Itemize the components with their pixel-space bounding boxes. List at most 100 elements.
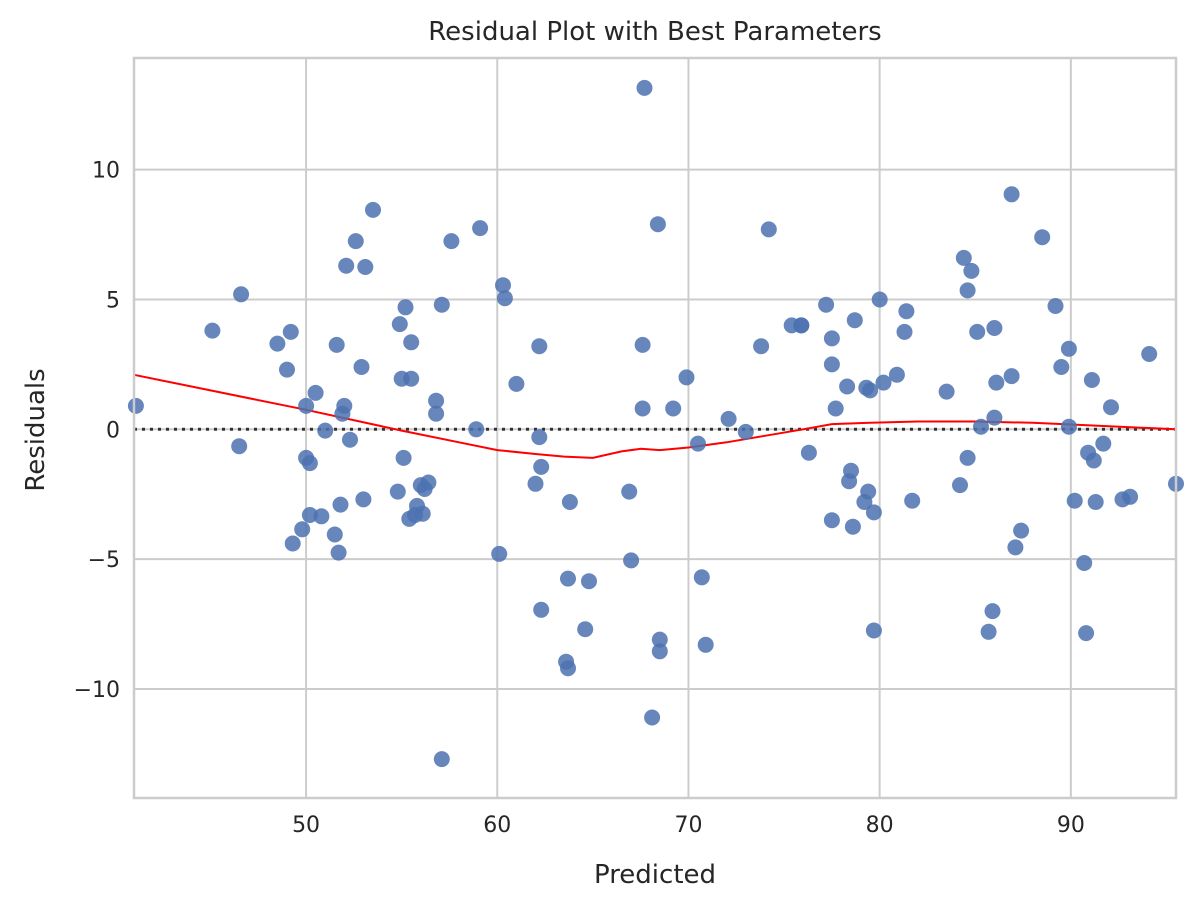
residual-point (294, 521, 311, 538)
residual-point (644, 709, 661, 726)
y-tick-label: −10 (74, 678, 120, 703)
residual-point (1083, 372, 1100, 388)
residual-point (678, 369, 695, 386)
residual-point (397, 299, 414, 316)
residual-point (623, 552, 640, 569)
residual-point (577, 621, 594, 638)
residual-point (1053, 359, 1070, 375)
residual-point (871, 291, 888, 308)
residual-point (433, 296, 450, 313)
residual-point (1003, 368, 1020, 385)
residual-point (560, 570, 576, 587)
residual-point (355, 491, 372, 508)
residual-point (737, 423, 754, 440)
residual-point (963, 262, 980, 279)
residual-point (862, 382, 879, 399)
x-tick-label: 60 (483, 813, 511, 838)
residual-point (904, 492, 921, 509)
residual-point (634, 336, 651, 353)
residual-point (955, 249, 972, 266)
residual-point (843, 462, 859, 479)
residual-point (634, 400, 651, 417)
y-axis-label: Residuals (21, 368, 51, 491)
x-axis-label: Predicted (594, 860, 716, 890)
residual-point (204, 322, 221, 339)
residual-point (1007, 539, 1024, 556)
y-tick-label: 10 (92, 159, 120, 184)
residual-point (1060, 418, 1077, 435)
residual-point (527, 475, 544, 492)
x-tick-label: 50 (292, 813, 320, 838)
residual-point (357, 259, 374, 275)
residual-point (1095, 435, 1112, 452)
residual-point (403, 334, 420, 351)
residual-point (561, 494, 578, 510)
residual-point (1003, 186, 1020, 203)
residual-point (389, 483, 406, 500)
residual-point (317, 422, 334, 439)
residual-point (508, 375, 525, 392)
residual-point (326, 526, 343, 543)
residual-point (651, 631, 668, 648)
residual-point (403, 370, 420, 387)
y-tick-label: −5 (88, 548, 120, 573)
residual-point (823, 356, 840, 373)
x-tick-label: 80 (866, 813, 894, 838)
residual-point (1087, 494, 1104, 510)
residual-point (428, 392, 445, 409)
residual-point (938, 383, 955, 400)
residual-point (127, 397, 144, 414)
plot-frame (132, 56, 1178, 800)
residual-point (959, 449, 976, 466)
x-tick-label: 70 (674, 813, 702, 838)
residual-point (651, 643, 668, 660)
residual-point (1060, 340, 1077, 357)
residual-point (1066, 492, 1083, 509)
residual-point (533, 601, 550, 618)
residual-point (760, 221, 777, 238)
residual-point (875, 374, 892, 391)
residual-point (753, 338, 770, 355)
residual-point (649, 216, 666, 233)
residual-point (959, 282, 976, 299)
residual-point (391, 316, 408, 333)
residual-point (1122, 488, 1139, 505)
y-tick-label: 0 (106, 418, 120, 443)
residual-point (269, 335, 286, 352)
residual-point (986, 320, 1003, 336)
lowess-trend-line (133, 373, 1177, 459)
residual-point (414, 505, 431, 522)
residual-point (284, 535, 301, 552)
residual-point (800, 444, 817, 461)
residual-point (896, 323, 913, 340)
residual-point (338, 257, 355, 274)
residual-point (969, 323, 986, 340)
residual-point (952, 477, 968, 494)
residual-point (1103, 399, 1119, 416)
residual-point (1034, 229, 1051, 246)
residual-point (301, 455, 318, 472)
residual-point (420, 474, 437, 491)
residual-point (365, 201, 381, 218)
residual-point (353, 359, 370, 375)
residual-point (839, 378, 856, 395)
y-tick-label: 5 (106, 288, 120, 313)
residual-point (690, 435, 706, 452)
x-tick-label: 90 (1057, 813, 1085, 838)
residual-point (860, 483, 877, 500)
residual-point (347, 233, 364, 250)
residual-point (298, 397, 315, 414)
chart-title: Residual Plot with Best Parameters (428, 17, 881, 47)
residual-point (980, 623, 997, 640)
residual-point (844, 518, 861, 535)
residual-point (1085, 452, 1102, 469)
residual-point (1047, 298, 1064, 314)
residual-point (1013, 522, 1030, 539)
residual-point (1078, 625, 1095, 642)
residual-point (443, 233, 460, 250)
residual-point (395, 449, 412, 466)
residual-point (793, 317, 810, 334)
residual-point (621, 483, 638, 500)
